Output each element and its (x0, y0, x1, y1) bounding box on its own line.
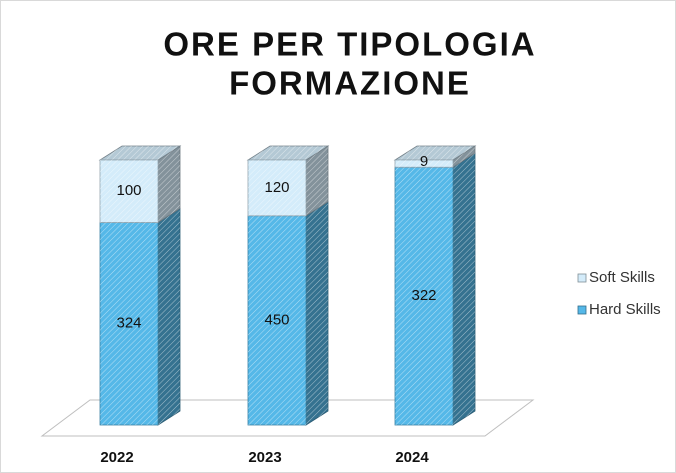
data-label: 9 (420, 153, 428, 170)
legend-swatch (577, 273, 587, 283)
chart-title: ORE PER TIPOLOGIA (163, 26, 536, 63)
x-tick-label: 2023 (248, 449, 281, 466)
bar-hatch (248, 160, 306, 216)
bar-top-hatch (100, 146, 180, 160)
chart-title: FORMAZIONE (229, 65, 471, 102)
bar-side-hatch (158, 208, 180, 425)
legend-label: Soft Skills (589, 269, 655, 286)
bar-hatch (395, 160, 453, 168)
bar-hatch (100, 222, 158, 425)
bar-hatch (395, 167, 453, 425)
bar-side-hatch (306, 146, 328, 216)
data-label: 322 (411, 287, 436, 304)
legend-swatch (577, 305, 587, 315)
data-label: 450 (264, 311, 289, 328)
data-label: 324 (116, 315, 141, 332)
bar-top-hatch (248, 146, 328, 160)
x-tick-label: 2022 (100, 449, 133, 466)
bar-hatch (100, 160, 158, 223)
bar-hatch (248, 215, 306, 425)
data-label: 100 (116, 182, 141, 199)
bar-side-hatch (158, 146, 180, 223)
bar-side-hatch (306, 201, 328, 425)
bar-side-hatch (453, 146, 475, 168)
bar-top-hatch (395, 146, 475, 160)
legend-label: Hard Skills (589, 301, 661, 318)
bar-side-hatch (453, 153, 475, 425)
data-label: 120 (264, 179, 289, 196)
x-tick-label: 2024 (395, 449, 429, 466)
